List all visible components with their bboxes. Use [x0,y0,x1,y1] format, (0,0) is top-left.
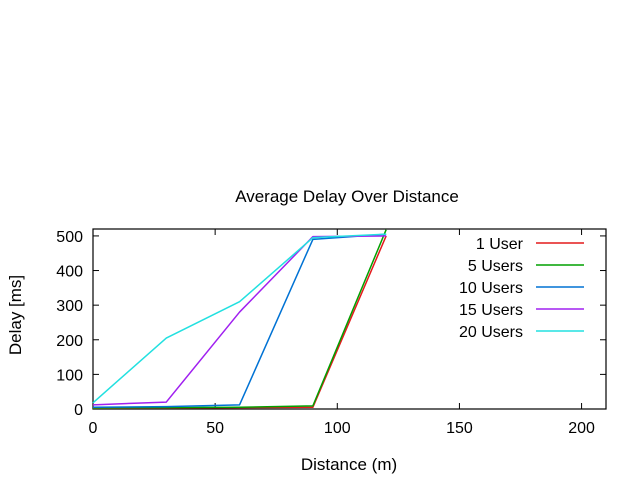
y-axis-title: Delay [ms] [6,275,25,355]
y-tick-label: 0 [74,402,83,419]
legend: 1 User 5 Users 10 Users 15 Users 20 Users [459,236,584,341]
series-line-15-users [92,235,387,406]
legend-label-10-users: 10 Users [459,280,523,297]
series-line-10-users [92,233,387,409]
y-tick-label: 100 [56,367,83,384]
x-tick-label: 50 [206,420,224,437]
y-tick-label: 400 [56,264,83,281]
x-tick-label: 200 [568,420,595,437]
plot-area-frame [92,228,607,410]
y-tick-label: 500 [56,229,83,246]
x-axis-title: Distance (m) [301,455,397,474]
legend-label-1-user: 1 User [476,236,524,253]
series-lines [92,229,387,410]
axes: 0 50 100 150 200 0 100 200 300 400 500 [56,229,606,437]
series-line-20-users [92,233,387,404]
x-tick-label: 100 [324,420,351,437]
series-line-5-users [92,229,387,409]
x-tick-label: 0 [89,420,98,437]
y-tick-label: 200 [56,333,83,350]
legend-label-15-users: 15 Users [459,302,523,319]
y-tick-label: 300 [56,298,83,315]
legend-label-20-users: 20 Users [459,324,523,341]
legend-label-5-users: 5 Users [468,258,523,275]
series-line-1-user [92,235,387,410]
chart-title: Average Delay Over Distance [235,187,459,206]
x-tick-label: 150 [446,420,473,437]
